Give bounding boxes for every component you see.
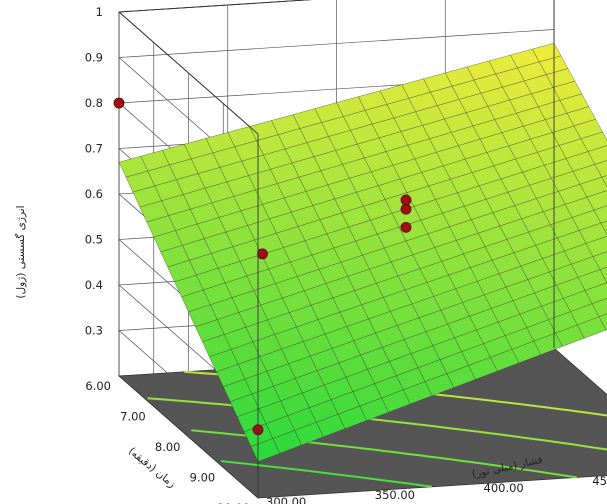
y-tick-label: 400.00 <box>484 481 524 495</box>
z-tick-label: 0.3 <box>85 324 103 338</box>
design-point <box>400 221 412 233</box>
y-tick-label: 350.00 <box>375 488 415 502</box>
z-tick-label: 0.7 <box>85 142 103 156</box>
z-tick-label: 0.5 <box>85 233 103 247</box>
frame-edge <box>118 0 313 13</box>
x-tick-label: 9.00 <box>190 471 216 485</box>
x-tick-label: 8.00 <box>155 440 181 454</box>
design-point <box>400 194 412 206</box>
frame-edge <box>118 11 259 135</box>
x-tick-label: 10.00 <box>217 501 250 504</box>
y-tick-label: 450.00 <box>592 474 607 488</box>
design-point <box>113 97 125 109</box>
z-tick-label: 0.9 <box>85 51 103 65</box>
z-axis-label: انرژی گسستی (ژول) <box>14 205 27 298</box>
y-tick-label: 300.00 <box>266 495 306 504</box>
x-axis-ticks: 6.00 7.00 8.00 9.00 10.00 <box>85 379 250 504</box>
x-tick-label: 6.00 <box>85 379 111 393</box>
design-point <box>257 248 268 260</box>
z-axis-ticks: 0.3 0.4 0.5 0.6 0.7 0.8 0.9 1 <box>85 5 103 338</box>
design-point <box>400 203 412 215</box>
z-tick-label: 0.4 <box>85 278 103 292</box>
response-surface <box>118 42 607 462</box>
box-frame <box>118 0 555 498</box>
design-points <box>113 97 412 436</box>
z-tick-label: 0.8 <box>85 96 103 110</box>
x-tick-label: 7.00 <box>120 410 146 424</box>
floor-contour-line <box>220 460 433 488</box>
z-tick-label: 1 <box>96 5 103 19</box>
z-tick-label: 0.6 <box>85 187 103 201</box>
